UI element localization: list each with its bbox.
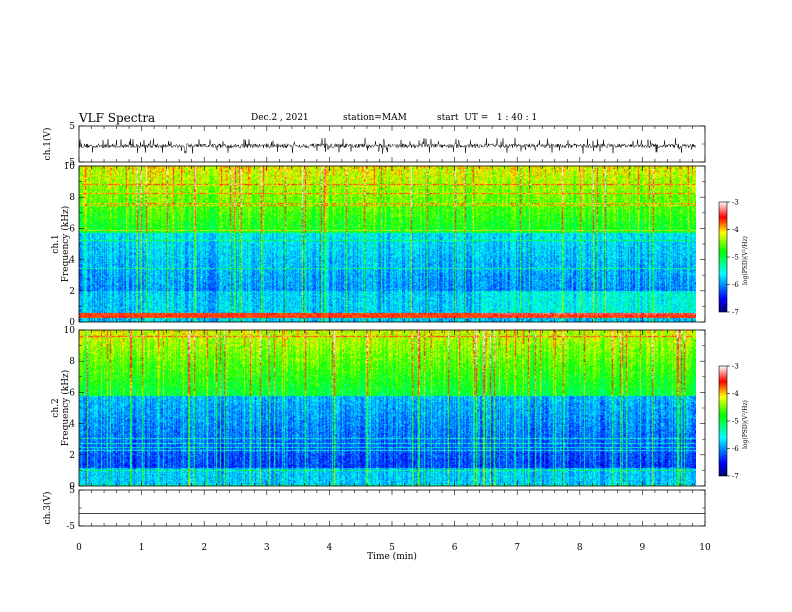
spectrogram-image: [79, 166, 696, 322]
colorbar-label: log(PSD)(V²/Hz): [742, 400, 749, 449]
colorbar-tick-label: -4: [732, 390, 739, 398]
colorbar-tick-label: -7: [732, 309, 739, 317]
x-tick-label: 7: [514, 543, 520, 553]
colorbar: [718, 365, 728, 477]
ch1-waveform-trace: [78, 137, 696, 154]
y-axis-label: Frequency (kHz): [60, 370, 71, 447]
colorbar: [718, 201, 728, 313]
panel-ch3-waveform: 5 -5 ch.3(V): [42, 486, 706, 532]
y-tick-label: -5: [66, 522, 75, 532]
x-tick-label: 0: [76, 543, 82, 553]
colorbar-tick-label: -3: [732, 363, 739, 371]
panel-ch1-waveform: 5 -5 ch.1(V): [42, 122, 706, 168]
x-tick-label: 4: [327, 543, 333, 553]
start-time-label: start UT = 1 : 40 : 1: [437, 113, 538, 123]
y-axis-label: ch.2: [51, 398, 61, 417]
x-tick-label: 2: [201, 543, 207, 553]
panel-frame: [78, 125, 706, 163]
y-tick-label: 8: [69, 357, 75, 367]
figure-title: VLF Spectra: [79, 111, 156, 125]
x-tick-label: 3: [264, 543, 270, 553]
y-tick-label: 8: [69, 193, 75, 203]
colorbar-tick-label: -5: [732, 418, 739, 426]
panel-frame: [78, 489, 706, 527]
colorbar-tick-label: -3: [732, 199, 739, 207]
y-tick-label: 4: [69, 420, 75, 430]
y-tick-label: 2: [69, 287, 75, 297]
panel-ch2-spectrogram: -3 -4 -5 -6 -7 log(PSD)(V²/Hz) 0 2 4 6 8 10 ch.2 Freq…: [51, 326, 749, 492]
colorbar-tick-label: -5: [732, 254, 739, 262]
y-tick-label: 0: [69, 482, 75, 492]
colorbar-tick-label: -6: [732, 281, 739, 289]
y-tick-label: 5: [69, 486, 75, 496]
y-tick-label: 2: [69, 451, 75, 461]
x-tick-label: 8: [577, 543, 583, 553]
colorbar-label: log(PSD)(V²/Hz): [742, 236, 749, 285]
x-tick-label: 10: [699, 543, 711, 553]
y-tick-label: 0: [69, 318, 75, 328]
date-label: Dec.2 , 2021: [251, 113, 309, 123]
y-tick-label: 4: [69, 256, 75, 266]
y-tick-label: -5: [66, 158, 75, 168]
spectrogram-image: [79, 330, 696, 486]
colorbar-tick-label: -7: [732, 473, 739, 481]
y-tick-label: 6: [69, 388, 75, 398]
y-tick-label: 10: [64, 326, 76, 336]
x-axis-label: Time (min): [367, 551, 417, 562]
colorbar-tick-label: -6: [732, 445, 739, 453]
colorbar-tick-label: -4: [732, 226, 739, 234]
y-axis-label: Frequency (kHz): [60, 206, 71, 283]
panel-ch1-spectrogram: -3 -4 -5 -6 -7 log(PSD)(V²/Hz) 0 2 4 6 8 10 ch.1 Freq…: [51, 162, 749, 328]
y-tick-label: 5: [69, 122, 75, 132]
y-tick-label: 10: [64, 162, 76, 172]
x-tick-label: 9: [640, 543, 646, 553]
y-axis-label: ch.1(V): [42, 128, 53, 161]
y-axis-label: ch.1: [51, 234, 61, 253]
x-tick-label: 6: [452, 543, 458, 553]
x-tick-label: 5: [389, 543, 395, 553]
y-tick-label: 6: [69, 224, 75, 234]
y-axis-label: ch.3(V): [42, 492, 53, 525]
station-label: station=MAM: [343, 113, 407, 123]
x-tick-label: 1: [139, 543, 145, 553]
